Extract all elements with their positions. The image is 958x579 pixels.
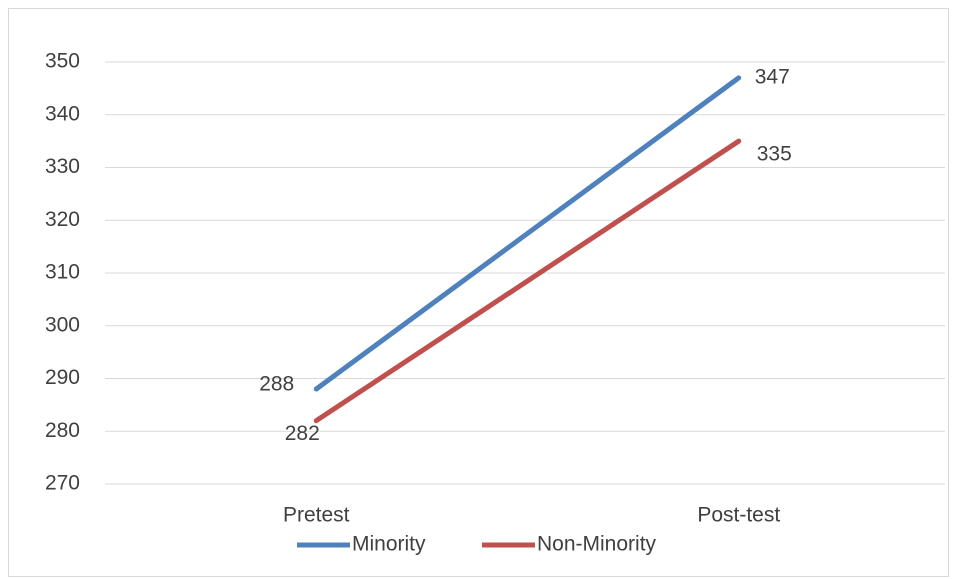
x-tick-label: Post-test xyxy=(697,504,780,527)
y-tick-label: 340 xyxy=(45,102,80,125)
y-tick-label: 300 xyxy=(45,313,80,336)
y-tick-label: 290 xyxy=(45,366,80,389)
legend-label: Minority xyxy=(352,533,426,556)
y-tick-label: 280 xyxy=(45,419,80,442)
x-tick-label: Pretest xyxy=(283,504,350,527)
data-label: 282 xyxy=(285,422,320,445)
y-tick-label: 270 xyxy=(45,472,80,495)
data-label: 335 xyxy=(757,143,792,166)
series-line xyxy=(313,75,742,392)
data-label: 288 xyxy=(259,373,294,396)
y-tick-label: 310 xyxy=(45,261,80,284)
chart-border xyxy=(8,8,949,577)
data-label: 347 xyxy=(755,65,790,88)
legend-label: Non-Minority xyxy=(537,533,657,556)
y-tick-label: 320 xyxy=(45,208,80,231)
y-tick-label: 330 xyxy=(45,155,80,178)
y-tick-label: 350 xyxy=(45,50,80,73)
series-line xyxy=(313,138,742,424)
